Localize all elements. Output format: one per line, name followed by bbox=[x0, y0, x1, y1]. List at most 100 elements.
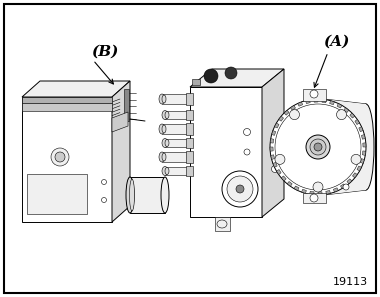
Polygon shape bbox=[112, 81, 130, 222]
Circle shape bbox=[306, 135, 330, 159]
Circle shape bbox=[310, 194, 318, 202]
Ellipse shape bbox=[162, 153, 166, 161]
Polygon shape bbox=[337, 103, 342, 108]
Ellipse shape bbox=[217, 220, 227, 228]
Polygon shape bbox=[310, 191, 314, 195]
Circle shape bbox=[204, 69, 218, 83]
Polygon shape bbox=[357, 166, 361, 171]
Polygon shape bbox=[359, 127, 363, 132]
Polygon shape bbox=[347, 179, 352, 184]
Ellipse shape bbox=[162, 125, 166, 133]
Polygon shape bbox=[360, 159, 364, 163]
Polygon shape bbox=[274, 123, 279, 128]
Circle shape bbox=[343, 184, 349, 190]
Ellipse shape bbox=[358, 104, 374, 190]
Polygon shape bbox=[303, 89, 326, 101]
Circle shape bbox=[310, 139, 326, 155]
Ellipse shape bbox=[165, 168, 169, 175]
Circle shape bbox=[236, 185, 244, 193]
Text: (A): (A) bbox=[323, 35, 349, 49]
Polygon shape bbox=[362, 151, 366, 155]
Polygon shape bbox=[314, 99, 318, 102]
Polygon shape bbox=[318, 192, 322, 195]
Polygon shape bbox=[322, 99, 326, 103]
Polygon shape bbox=[272, 131, 276, 135]
Polygon shape bbox=[333, 188, 338, 192]
Circle shape bbox=[244, 129, 250, 135]
Polygon shape bbox=[298, 102, 302, 106]
Polygon shape bbox=[190, 87, 262, 217]
Polygon shape bbox=[284, 110, 289, 115]
Polygon shape bbox=[186, 110, 193, 120]
Polygon shape bbox=[270, 139, 274, 143]
Polygon shape bbox=[302, 189, 306, 193]
Polygon shape bbox=[270, 147, 273, 151]
Ellipse shape bbox=[159, 94, 165, 104]
Polygon shape bbox=[22, 81, 130, 97]
Polygon shape bbox=[294, 186, 299, 190]
Ellipse shape bbox=[159, 124, 165, 134]
Circle shape bbox=[271, 165, 279, 173]
Ellipse shape bbox=[162, 110, 168, 119]
Circle shape bbox=[225, 67, 237, 79]
Polygon shape bbox=[276, 170, 281, 175]
Circle shape bbox=[290, 110, 299, 120]
Polygon shape bbox=[186, 93, 193, 105]
Bar bbox=[22, 103, 112, 111]
Polygon shape bbox=[281, 176, 286, 181]
Polygon shape bbox=[326, 190, 331, 194]
Circle shape bbox=[101, 179, 106, 184]
Polygon shape bbox=[323, 99, 366, 195]
Circle shape bbox=[337, 110, 347, 120]
Circle shape bbox=[101, 198, 106, 203]
Polygon shape bbox=[186, 138, 193, 148]
Polygon shape bbox=[287, 181, 292, 186]
Ellipse shape bbox=[159, 152, 165, 162]
Polygon shape bbox=[165, 167, 190, 175]
Polygon shape bbox=[363, 143, 366, 147]
Ellipse shape bbox=[162, 138, 168, 148]
Ellipse shape bbox=[126, 177, 134, 213]
Ellipse shape bbox=[161, 177, 169, 213]
Polygon shape bbox=[190, 69, 284, 87]
Ellipse shape bbox=[130, 179, 135, 211]
Polygon shape bbox=[344, 108, 349, 113]
Polygon shape bbox=[165, 139, 190, 147]
Polygon shape bbox=[162, 94, 190, 104]
Circle shape bbox=[310, 90, 318, 98]
Bar bbox=[192, 79, 200, 85]
Text: (B): (B) bbox=[91, 45, 119, 59]
Polygon shape bbox=[186, 151, 193, 163]
Text: 19113: 19113 bbox=[333, 277, 368, 287]
Polygon shape bbox=[165, 111, 190, 119]
Polygon shape bbox=[22, 97, 112, 222]
Ellipse shape bbox=[165, 140, 169, 146]
Ellipse shape bbox=[165, 111, 169, 119]
Ellipse shape bbox=[162, 167, 168, 176]
Circle shape bbox=[270, 99, 366, 195]
Polygon shape bbox=[279, 116, 283, 121]
Circle shape bbox=[275, 154, 285, 164]
Polygon shape bbox=[350, 113, 355, 118]
Circle shape bbox=[227, 176, 253, 202]
Ellipse shape bbox=[162, 95, 166, 103]
Polygon shape bbox=[112, 112, 128, 132]
Circle shape bbox=[244, 149, 250, 155]
Polygon shape bbox=[340, 184, 345, 189]
Bar bbox=[124, 89, 129, 121]
Polygon shape bbox=[215, 217, 230, 231]
Circle shape bbox=[313, 182, 323, 192]
Circle shape bbox=[55, 152, 65, 162]
Polygon shape bbox=[306, 100, 310, 104]
Polygon shape bbox=[290, 105, 296, 110]
Circle shape bbox=[314, 143, 322, 151]
Circle shape bbox=[275, 104, 361, 190]
Circle shape bbox=[222, 171, 258, 207]
Circle shape bbox=[51, 148, 69, 166]
Polygon shape bbox=[162, 152, 190, 162]
Polygon shape bbox=[353, 173, 357, 178]
Polygon shape bbox=[262, 69, 284, 217]
Bar bbox=[22, 97, 112, 103]
Polygon shape bbox=[273, 162, 277, 167]
Polygon shape bbox=[130, 177, 165, 213]
